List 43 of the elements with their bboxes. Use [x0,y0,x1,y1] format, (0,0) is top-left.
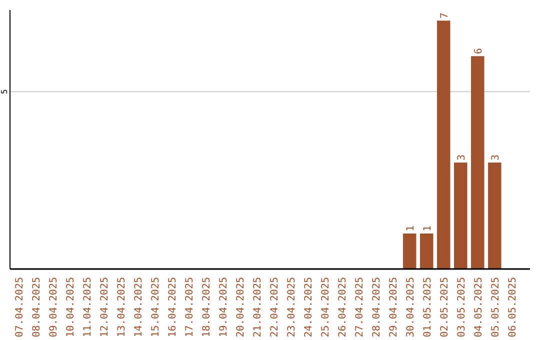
y-tick-label: 5 [0,89,9,94]
x-tick-label: 26.04.2025 [338,277,349,338]
bar [454,162,468,269]
x-tick-label: 06.05.2025 [508,277,519,338]
x-tick-label: 09.04.2025 [48,277,60,338]
x-tick-label: 18.04.2025 [201,277,212,338]
x-tick-label: 04.05.2025 [474,277,485,338]
x-tick-label: 21.04.2025 [252,277,264,338]
data-label: 3 [490,154,502,161]
x-tick-label: 14.04.2025 [133,277,144,338]
data-label: 1 [422,225,434,232]
x-tick-label: 13.04.2025 [116,277,128,338]
x-tick-label: 22.04.2025 [270,277,281,338]
bar [471,56,484,269]
x-tick-label: 19.04.2025 [218,277,230,338]
x-tick-label: 17.04.2025 [184,277,196,338]
x-tick-label: 07.04.2025 [14,277,26,338]
x-tick-label: 27.04.2025 [354,277,366,338]
bar [488,162,502,269]
data-label: 3 [456,154,468,161]
x-tick-label: 29.04.2025 [388,277,400,338]
data-label: 1 [406,225,417,232]
x-tick-label: 10.04.2025 [65,277,76,338]
x-tick-label: 20.04.2025 [235,277,246,338]
x-tick-label: 15.04.2025 [150,277,162,338]
x-tick-label: 03.05.2025 [456,277,468,338]
bar [436,20,450,269]
x-tick-label: 23.04.2025 [286,277,298,338]
x-tick-label: 25.04.2025 [320,277,332,338]
bar [420,234,434,269]
bar [402,234,416,269]
x-tick-label: 11.04.2025 [82,277,94,338]
data-label: 6 [474,48,485,54]
x-tick-label: 24.04.2025 [304,277,315,338]
data-label: 7 [440,12,451,19]
x-tick-label: 30.04.2025 [406,277,417,338]
x-tick-label: 05.05.2025 [490,277,502,338]
x-tick-label: 12.04.2025 [99,277,110,338]
x-tick-label: 16.04.2025 [167,277,178,338]
x-tick-label: 01.05.2025 [422,277,434,338]
x-tick-label: 08.04.2025 [31,277,42,338]
x-tick-label: 28.04.2025 [372,277,383,338]
x-tick-label: 02.05.2025 [440,277,451,338]
